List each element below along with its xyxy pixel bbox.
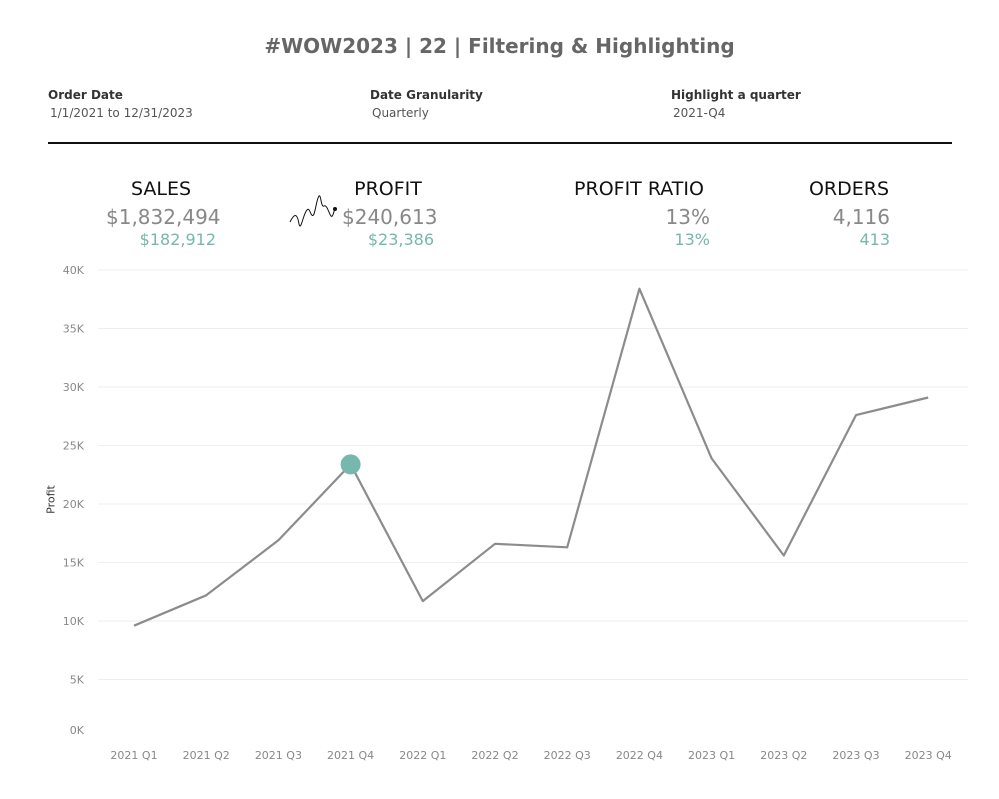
kpi-total: $240,613 bbox=[342, 205, 438, 229]
kpi-sales: SALES $1,832,494 $182,912 bbox=[106, 178, 221, 250]
y-tick-label: 25K bbox=[63, 440, 85, 453]
gridlines bbox=[98, 269, 968, 680]
y-tick-label: 0K bbox=[70, 724, 85, 737]
profit-points bbox=[340, 454, 361, 475]
kpi-highlight: 413 bbox=[859, 230, 890, 249]
dashboard-title: #WOW2023 | 22 | Filtering & Highlighting bbox=[264, 34, 735, 58]
x-tick-label: 2022 Q1 bbox=[399, 749, 446, 762]
order-date-filter[interactable]: Order Date 1/1/2021 to 12/31/2023 bbox=[48, 88, 193, 120]
y-tick-label: 30K bbox=[63, 381, 85, 394]
kpi-total: 13% bbox=[665, 205, 710, 229]
y-tick-label: 20K bbox=[63, 498, 85, 511]
kpi-total: $1,832,494 bbox=[106, 205, 221, 229]
x-tick-label: 2021 Q4 bbox=[327, 749, 374, 762]
y-tick-label: 5K bbox=[70, 674, 85, 687]
kpi-orders: ORDERS 4,116 413 bbox=[808, 178, 890, 250]
profit-sparkline-icon bbox=[289, 195, 337, 227]
kpi-profit: PROFIT $240,613 $23,386 bbox=[342, 178, 438, 250]
y-tick-label: 40K bbox=[63, 264, 85, 277]
header-divider bbox=[48, 142, 952, 144]
kpi-highlight: $182,912 bbox=[139, 230, 216, 249]
y-tick-label: 15K bbox=[63, 557, 85, 570]
date-granularity-filter[interactable]: Date Granularity Quarterly bbox=[370, 88, 483, 120]
x-tick-label: 2023 Q4 bbox=[905, 749, 952, 762]
highlight-quarter-filter[interactable]: Highlight a quarter 2021-Q4 bbox=[671, 88, 801, 120]
kpi-profit-ratio: PROFIT RATIO 13% 13% bbox=[568, 178, 710, 250]
filter-label: Highlight a quarter bbox=[671, 88, 801, 102]
y-axis-ticks: 0K 5K 10K 15K 20K 25K 30K 35K 40K bbox=[63, 264, 85, 737]
x-tick-label: 2021 Q1 bbox=[110, 749, 157, 762]
x-tick-label: 2022 Q3 bbox=[544, 749, 591, 762]
order-date-value[interactable]: 1/1/2021 to 12/31/2023 bbox=[50, 106, 193, 120]
kpi-label: PROFIT bbox=[354, 178, 422, 200]
filter-label: Date Granularity bbox=[370, 88, 483, 102]
kpi-total: 4,116 bbox=[832, 205, 890, 229]
profit-line bbox=[133, 287, 929, 627]
filter-label: Order Date bbox=[48, 88, 123, 102]
x-tick-label: 2022 Q2 bbox=[471, 749, 518, 762]
highlight-quarter-value[interactable]: 2021-Q4 bbox=[673, 106, 726, 120]
x-tick-label: 2021 Q3 bbox=[255, 749, 302, 762]
x-tick-label: 2021 Q2 bbox=[183, 749, 230, 762]
highlighted-point bbox=[340, 454, 361, 475]
kpi-label: ORDERS bbox=[808, 178, 890, 200]
x-tick-label: 2023 Q3 bbox=[832, 749, 879, 762]
profit-series bbox=[133, 287, 929, 627]
y-tick-label: 35K bbox=[63, 323, 85, 336]
y-axis-label: Profit bbox=[44, 485, 58, 514]
kpi-label: SALES bbox=[130, 178, 192, 200]
kpi-highlight: $23,386 bbox=[367, 230, 434, 249]
y-tick-label: 10K bbox=[63, 615, 85, 628]
x-tick-label: 2022 Q4 bbox=[616, 749, 663, 762]
kpi-label: PROFIT RATIO bbox=[574, 178, 704, 200]
x-tick-label: 2023 Q2 bbox=[760, 749, 807, 762]
date-granularity-value[interactable]: Quarterly bbox=[372, 106, 429, 120]
x-tick-label: 2023 Q1 bbox=[688, 749, 735, 762]
x-axis-ticks: 2021 Q1 2021 Q2 2021 Q3 2021 Q4 2022 Q1 2022 … bbox=[110, 749, 951, 762]
kpi-highlight: 13% bbox=[674, 230, 710, 249]
